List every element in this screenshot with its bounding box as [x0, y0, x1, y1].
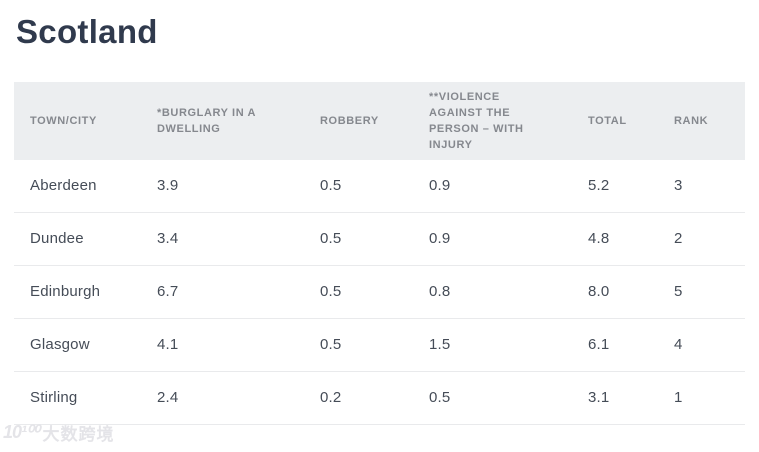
table-row: Stirling 2.4 0.2 0.5 3.1 1	[14, 371, 745, 425]
cell-rank: 3	[658, 159, 745, 213]
cell-town-city: Stirling	[14, 371, 141, 425]
column-header-burglary: *BURGLARY IN A DWELLING	[141, 81, 304, 160]
cell-violence: 0.9	[413, 212, 572, 266]
cell-robbery: 0.2	[304, 371, 413, 425]
cell-rank: 2	[658, 212, 745, 266]
table-header: TOWN/CITY *BURGLARY IN A DWELLING ROBBER…	[14, 81, 745, 160]
table-row: Glasgow 4.1 0.5 1.5 6.1 4	[14, 318, 745, 372]
table-body: Aberdeen 3.9 0.5 0.9 5.2 3 Dundee 3.4 0.…	[14, 159, 745, 425]
table-row: Dundee 3.4 0.5 0.9 4.8 2	[14, 212, 745, 266]
column-header-total: TOTAL	[572, 81, 658, 160]
cell-rank: 4	[658, 318, 745, 372]
cell-rank: 5	[658, 265, 745, 319]
watermark-text: 大数跨境	[42, 425, 115, 444]
cell-total: 4.8	[572, 212, 658, 266]
crime-stats-table: TOWN/CITY *BURGLARY IN A DWELLING ROBBER…	[14, 81, 745, 425]
cell-total: 6.1	[572, 318, 658, 372]
cell-total: 5.2	[572, 159, 658, 213]
cell-robbery: 0.5	[304, 265, 413, 319]
page-title: Scotland	[16, 13, 158, 50]
cell-burglary: 6.7	[141, 265, 304, 319]
cell-burglary: 3.4	[141, 212, 304, 266]
cell-robbery: 0.5	[304, 318, 413, 372]
table-row: Aberdeen 3.9 0.5 0.9 5.2 3	[14, 159, 745, 213]
cell-robbery: 0.5	[304, 212, 413, 266]
column-header-rank: RANK	[658, 81, 745, 160]
cell-total: 3.1	[572, 371, 658, 425]
cell-rank: 1	[658, 371, 745, 425]
header-row: TOWN/CITY *BURGLARY IN A DWELLING ROBBER…	[14, 81, 745, 160]
cell-total: 8.0	[572, 265, 658, 319]
table-row: Edinburgh 6.7 0.5 0.8 8.0 5	[14, 265, 745, 319]
column-header-robbery: ROBBERY	[304, 81, 413, 160]
cell-violence: 1.5	[413, 318, 572, 372]
cell-town-city: Glasgow	[14, 318, 141, 372]
cell-burglary: 4.1	[141, 318, 304, 372]
watermark: 10¹⁰⁰ 大数跨境	[3, 420, 114, 445]
column-header-town-city: TOWN/CITY	[14, 81, 141, 160]
cell-violence: 0.5	[413, 371, 572, 425]
cell-burglary: 2.4	[141, 371, 304, 425]
cell-town-city: Edinburgh	[14, 265, 141, 319]
watermark-logo-icon: 10¹⁰⁰	[3, 422, 39, 442]
column-header-violence: **VIOLENCE AGAINST THE PERSON – WITH INJ…	[413, 81, 572, 160]
cell-violence: 0.9	[413, 159, 572, 213]
cell-violence: 0.8	[413, 265, 572, 319]
cell-town-city: Aberdeen	[14, 159, 141, 213]
cell-robbery: 0.5	[304, 159, 413, 213]
cell-burglary: 3.9	[141, 159, 304, 213]
cell-town-city: Dundee	[14, 212, 141, 266]
